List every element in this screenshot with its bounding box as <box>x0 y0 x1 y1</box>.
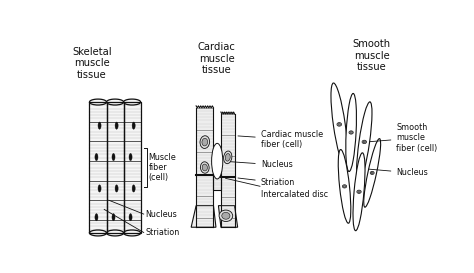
Text: Skeletal
muscle
tissue: Skeletal muscle tissue <box>72 47 111 80</box>
Polygon shape <box>219 206 237 227</box>
Polygon shape <box>221 114 235 227</box>
Ellipse shape <box>371 172 374 174</box>
Ellipse shape <box>202 138 208 146</box>
Text: Nucleus: Nucleus <box>226 161 292 170</box>
Ellipse shape <box>95 153 98 161</box>
Polygon shape <box>213 175 221 190</box>
Text: Striation: Striation <box>238 178 295 187</box>
Ellipse shape <box>219 210 233 221</box>
Text: Cardiac
muscle
tissue: Cardiac muscle tissue <box>198 42 236 75</box>
Ellipse shape <box>356 102 372 182</box>
Ellipse shape <box>364 139 381 207</box>
Ellipse shape <box>224 151 232 164</box>
Ellipse shape <box>338 123 340 125</box>
Polygon shape <box>124 233 141 236</box>
Ellipse shape <box>342 185 346 188</box>
Ellipse shape <box>112 214 115 221</box>
Ellipse shape <box>337 123 342 126</box>
Polygon shape <box>191 206 216 227</box>
Ellipse shape <box>98 185 101 192</box>
Ellipse shape <box>132 122 135 129</box>
Polygon shape <box>124 102 141 233</box>
Ellipse shape <box>202 164 208 171</box>
Ellipse shape <box>358 191 360 193</box>
Ellipse shape <box>349 131 353 134</box>
Polygon shape <box>90 99 107 102</box>
Polygon shape <box>196 108 213 227</box>
Ellipse shape <box>98 122 101 129</box>
Text: Nucleus: Nucleus <box>368 168 428 177</box>
Ellipse shape <box>370 171 374 174</box>
Text: Striation: Striation <box>145 228 180 237</box>
Ellipse shape <box>200 136 210 149</box>
Text: Cardiac muscle
fiber (cell): Cardiac muscle fiber (cell) <box>238 130 323 149</box>
Ellipse shape <box>353 153 365 231</box>
Ellipse shape <box>95 214 98 221</box>
Ellipse shape <box>331 83 347 166</box>
Ellipse shape <box>132 185 135 192</box>
Ellipse shape <box>225 153 230 161</box>
Polygon shape <box>107 233 124 236</box>
Ellipse shape <box>115 122 118 129</box>
Polygon shape <box>90 102 107 233</box>
Text: Intercalated disc: Intercalated disc <box>226 178 328 199</box>
Ellipse shape <box>343 185 346 187</box>
Ellipse shape <box>362 140 366 144</box>
Text: Smooth
muscle
tissue: Smooth muscle tissue <box>353 39 391 72</box>
Ellipse shape <box>115 185 118 192</box>
Text: Smooth
muscle
fiber (cell): Smooth muscle fiber (cell) <box>370 123 438 153</box>
Ellipse shape <box>350 132 352 133</box>
Text: Nucleus: Nucleus <box>145 210 177 219</box>
Ellipse shape <box>201 162 209 173</box>
Ellipse shape <box>211 143 223 179</box>
Polygon shape <box>90 233 107 236</box>
Ellipse shape <box>346 93 356 171</box>
Polygon shape <box>124 99 141 102</box>
Ellipse shape <box>357 190 361 193</box>
Polygon shape <box>107 99 124 102</box>
Ellipse shape <box>129 153 132 161</box>
Ellipse shape <box>129 214 132 221</box>
Ellipse shape <box>112 153 115 161</box>
Polygon shape <box>107 102 124 233</box>
Text: Muscle
fiber
(cell): Muscle fiber (cell) <box>148 153 176 182</box>
Ellipse shape <box>363 141 365 143</box>
Ellipse shape <box>222 212 230 219</box>
Ellipse shape <box>338 150 351 223</box>
